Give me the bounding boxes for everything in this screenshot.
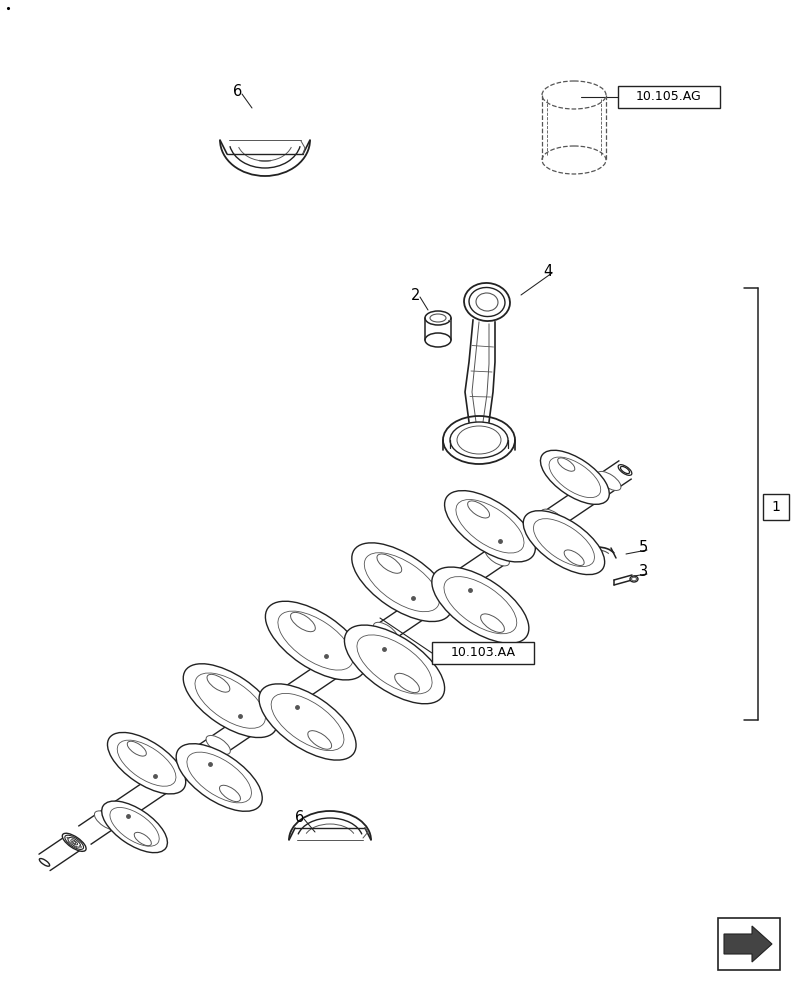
Text: 6: 6 — [234, 85, 242, 100]
Ellipse shape — [524, 511, 604, 575]
Ellipse shape — [68, 842, 70, 844]
Ellipse shape — [102, 801, 167, 853]
Ellipse shape — [429, 585, 453, 604]
Ellipse shape — [618, 465, 632, 475]
Ellipse shape — [596, 471, 621, 490]
Bar — [432, 642, 534, 664]
Ellipse shape — [74, 846, 77, 848]
Ellipse shape — [62, 833, 86, 851]
Ellipse shape — [425, 311, 451, 325]
Ellipse shape — [40, 859, 49, 866]
Polygon shape — [724, 926, 772, 962]
Ellipse shape — [262, 698, 286, 717]
Ellipse shape — [65, 835, 83, 849]
Ellipse shape — [259, 684, 356, 760]
Ellipse shape — [73, 841, 76, 844]
Ellipse shape — [541, 450, 609, 504]
Ellipse shape — [71, 840, 78, 845]
Ellipse shape — [318, 660, 342, 679]
Ellipse shape — [351, 543, 452, 622]
Bar — [618, 86, 720, 108]
Text: 10.105.AG: 10.105.AG — [636, 91, 702, 104]
Ellipse shape — [485, 547, 509, 566]
Bar — [718, 918, 780, 970]
Text: 10.103.AA: 10.103.AA — [451, 647, 516, 660]
Text: 6: 6 — [296, 810, 305, 824]
Ellipse shape — [72, 837, 74, 838]
Ellipse shape — [150, 773, 175, 792]
Ellipse shape — [541, 509, 565, 528]
Bar — [763, 494, 789, 520]
Ellipse shape — [373, 622, 398, 641]
Text: 3: 3 — [638, 564, 647, 580]
Ellipse shape — [176, 744, 263, 811]
Ellipse shape — [68, 837, 81, 847]
Ellipse shape — [183, 664, 277, 738]
Text: 2: 2 — [411, 288, 421, 302]
Ellipse shape — [425, 333, 451, 347]
Text: 4: 4 — [543, 263, 553, 278]
Ellipse shape — [95, 811, 119, 830]
Ellipse shape — [431, 567, 529, 643]
Ellipse shape — [444, 491, 536, 562]
Ellipse shape — [79, 846, 82, 847]
Text: 5: 5 — [638, 540, 648, 556]
Ellipse shape — [630, 576, 638, 582]
Ellipse shape — [67, 837, 69, 839]
Ellipse shape — [265, 601, 365, 680]
Ellipse shape — [464, 283, 510, 321]
Ellipse shape — [469, 287, 505, 317]
Ellipse shape — [621, 466, 629, 474]
Ellipse shape — [206, 735, 230, 754]
Ellipse shape — [107, 732, 186, 794]
Ellipse shape — [344, 625, 444, 704]
Text: 1: 1 — [772, 500, 781, 514]
Ellipse shape — [78, 841, 80, 843]
